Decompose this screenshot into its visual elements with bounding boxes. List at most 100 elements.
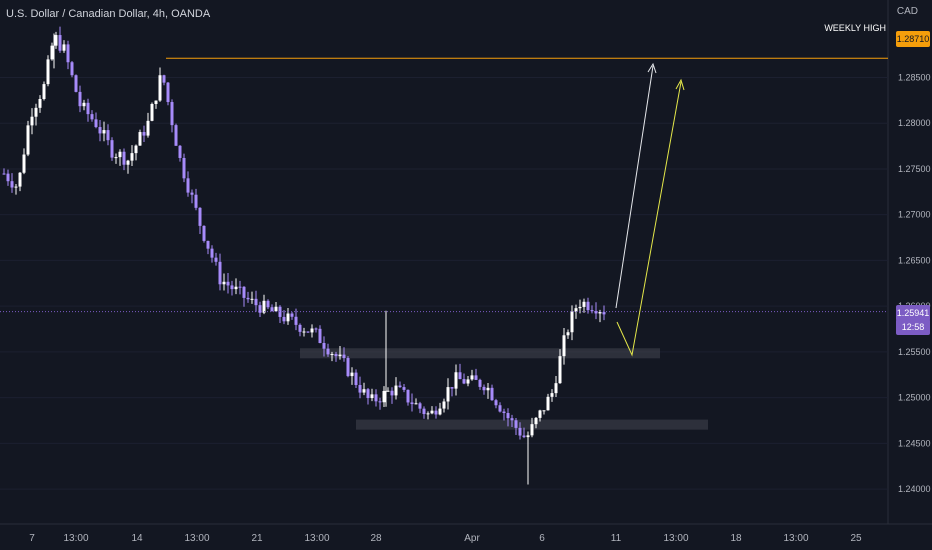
x-tick-label: 13:00 bbox=[783, 533, 808, 544]
candle-body bbox=[14, 186, 18, 188]
countdown-tag: 12:58 bbox=[896, 319, 930, 335]
candle-body bbox=[450, 387, 454, 389]
candle-body bbox=[158, 75, 162, 101]
y-tick-label: 1.25500 bbox=[898, 347, 931, 357]
candle-body bbox=[590, 310, 594, 312]
candle-body bbox=[498, 405, 502, 412]
y-tick-label: 1.28500 bbox=[898, 72, 931, 82]
candle-body bbox=[102, 130, 106, 134]
y-tick-label: 1.24500 bbox=[898, 438, 931, 448]
candle-body bbox=[138, 132, 142, 146]
candle-body bbox=[458, 372, 462, 380]
candle-body bbox=[550, 393, 554, 397]
candle-body bbox=[90, 114, 94, 120]
candle-body bbox=[110, 140, 114, 158]
candle-body bbox=[6, 173, 10, 182]
candle-body bbox=[598, 312, 602, 314]
candle-body bbox=[410, 402, 414, 405]
candle-body bbox=[282, 316, 286, 322]
candle-body bbox=[94, 119, 98, 128]
candle-body bbox=[490, 387, 494, 401]
candle-body bbox=[370, 394, 374, 399]
y-tick-label: 1.24000 bbox=[898, 484, 931, 494]
candle-body bbox=[238, 286, 242, 288]
y-tick-label: 1.25000 bbox=[898, 393, 931, 403]
x-tick-label: 28 bbox=[370, 533, 382, 544]
candle-body bbox=[446, 387, 450, 402]
candle-body bbox=[358, 385, 362, 393]
candle-body bbox=[266, 300, 270, 308]
candle-body bbox=[386, 390, 390, 392]
candle-body bbox=[442, 401, 446, 409]
candle-body bbox=[154, 100, 158, 104]
candle-body bbox=[514, 420, 518, 428]
candle-body bbox=[554, 383, 558, 394]
x-tick-label: 13:00 bbox=[663, 533, 688, 544]
candle-body bbox=[542, 410, 546, 412]
candle-body bbox=[434, 410, 438, 415]
yellow-arrow-head bbox=[675, 78, 685, 91]
candle-body bbox=[482, 386, 486, 391]
candle-body bbox=[374, 394, 378, 402]
candle-body bbox=[198, 207, 202, 226]
white-projection-arrow bbox=[615, 65, 654, 309]
candle-body bbox=[526, 435, 530, 438]
candle-body bbox=[246, 297, 250, 300]
candle-body bbox=[334, 354, 338, 357]
candle-body bbox=[422, 408, 426, 415]
chart-title: U.S. Dollar / Canadian Dollar, 4h, OANDA bbox=[6, 8, 211, 20]
candle-body bbox=[534, 417, 538, 425]
candle-body bbox=[122, 151, 126, 165]
candle-body bbox=[402, 387, 406, 390]
candle-body bbox=[582, 301, 586, 307]
white-arrow-head bbox=[647, 62, 657, 74]
candle-body bbox=[426, 413, 430, 415]
candle-body bbox=[306, 331, 310, 333]
x-tick-label: 25 bbox=[850, 533, 862, 544]
candle-body bbox=[438, 408, 442, 415]
candle-body bbox=[242, 286, 246, 298]
candle-body bbox=[594, 311, 598, 314]
x-tick-label: 6 bbox=[539, 533, 545, 544]
candle-body bbox=[506, 413, 510, 419]
candle-body bbox=[314, 328, 318, 330]
candle-body bbox=[530, 424, 534, 436]
candle-body bbox=[86, 102, 90, 115]
candle-body bbox=[78, 91, 82, 107]
candle-body bbox=[186, 178, 190, 193]
candle-body bbox=[258, 305, 262, 313]
candle-body bbox=[510, 418, 514, 421]
candle-body bbox=[338, 354, 342, 357]
candle-body bbox=[538, 410, 542, 418]
candle-body bbox=[106, 130, 110, 141]
candle-body bbox=[46, 59, 50, 85]
weekly-high-price-tag: 1.28710 bbox=[896, 31, 930, 47]
x-tick-label: 14 bbox=[131, 533, 143, 544]
candle-body bbox=[350, 372, 354, 377]
projection-arrows bbox=[615, 62, 685, 357]
candle-body bbox=[50, 45, 54, 60]
candle-body bbox=[270, 307, 274, 312]
candle-body bbox=[494, 400, 498, 406]
time-axis[interactable]: 7 13:00 14 13:00 21 13:00 28 Apr 6 11 13:00 18 13:00… bbox=[29, 533, 862, 544]
candles bbox=[2, 26, 606, 485]
candle-body bbox=[166, 82, 170, 103]
candle-body bbox=[382, 390, 386, 403]
candle-body bbox=[18, 172, 22, 187]
candle-body bbox=[478, 379, 482, 387]
candle-body bbox=[474, 375, 478, 380]
candle-body bbox=[222, 281, 226, 285]
candle-body bbox=[70, 62, 74, 76]
candle-body bbox=[42, 84, 46, 100]
candle-body bbox=[378, 401, 382, 403]
candle-body bbox=[142, 132, 146, 136]
candle-body bbox=[146, 120, 150, 136]
candle-body bbox=[262, 300, 266, 313]
candle-body bbox=[414, 403, 418, 405]
candle-body bbox=[586, 301, 590, 311]
candle-body bbox=[254, 298, 258, 306]
candle-body bbox=[130, 153, 134, 161]
candle-body bbox=[302, 331, 306, 333]
candle-body bbox=[74, 75, 78, 92]
